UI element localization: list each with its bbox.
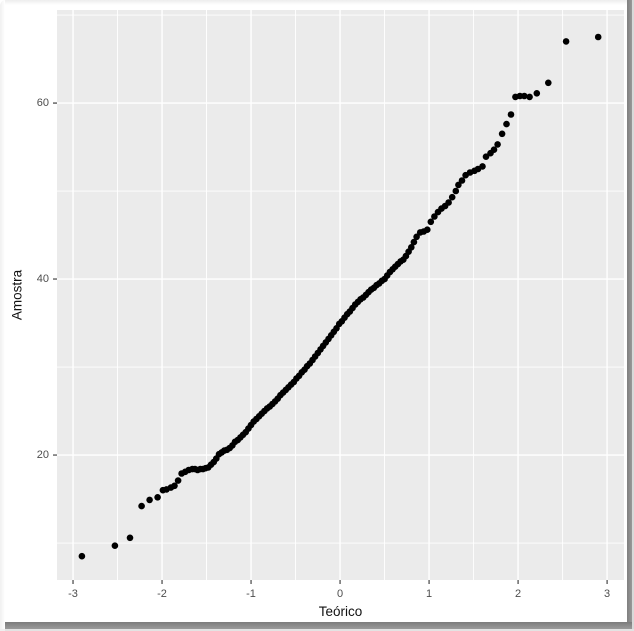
y-tick-label: 60 [36, 97, 49, 110]
data-point [154, 494, 161, 501]
data-point [507, 111, 515, 118]
data-point [458, 177, 466, 184]
x-tick-label: 1 [426, 588, 433, 600]
x-axis-title: Teórico [318, 604, 363, 619]
data-point [427, 218, 435, 226]
window-right-edge [627, 0, 632, 631]
x-tick-label: 2 [515, 588, 522, 600]
window-bottom-edge [5, 622, 632, 629]
data-point [482, 153, 490, 160]
x-tick-label: 3 [604, 588, 611, 600]
x-tick-label: -1 [246, 588, 256, 600]
data-point [448, 193, 456, 201]
data-point [479, 163, 486, 170]
figure-area: -3 -2 -1 0 1 2 3 20 40 60 Teórico Amostra [9, 10, 624, 619]
data-point [545, 79, 552, 87]
x-tick-label: 0 [336, 588, 344, 600]
y-tick-label: 20 [36, 449, 49, 462]
data-point [498, 130, 506, 138]
x-tick-label: -2 [157, 588, 167, 600]
data-point [431, 213, 438, 220]
data-point [413, 233, 420, 241]
data-point [521, 92, 528, 100]
window-corner-shade [0, 629, 5, 631]
data-point [424, 226, 431, 233]
data-point [78, 552, 86, 560]
data-point [126, 534, 134, 542]
y-axis-title: Amostra [9, 269, 25, 321]
window-bottom-edge-highlight [0, 629, 634, 631]
data-point [594, 33, 602, 41]
window-top-edge [0, 0, 634, 5]
x-tick-label: -3 [68, 588, 78, 600]
data-point [452, 187, 460, 195]
data-point [410, 238, 418, 246]
data-point [533, 90, 541, 97]
y-tick-label: 40 [36, 273, 49, 286]
data-point [455, 181, 462, 189]
data-point [494, 141, 501, 148]
data-point [174, 477, 182, 484]
window-right-edge-highlight [632, 0, 634, 631]
data-point [526, 93, 533, 101]
data-point [408, 244, 415, 251]
data-point [146, 496, 153, 504]
data-point [445, 199, 452, 206]
data-point [503, 120, 510, 128]
data-point [138, 502, 145, 510]
data-point [171, 482, 178, 490]
data-point [111, 542, 119, 549]
data-point [490, 146, 498, 153]
data-point [562, 38, 570, 45]
window-left-edge [0, 0, 5, 631]
